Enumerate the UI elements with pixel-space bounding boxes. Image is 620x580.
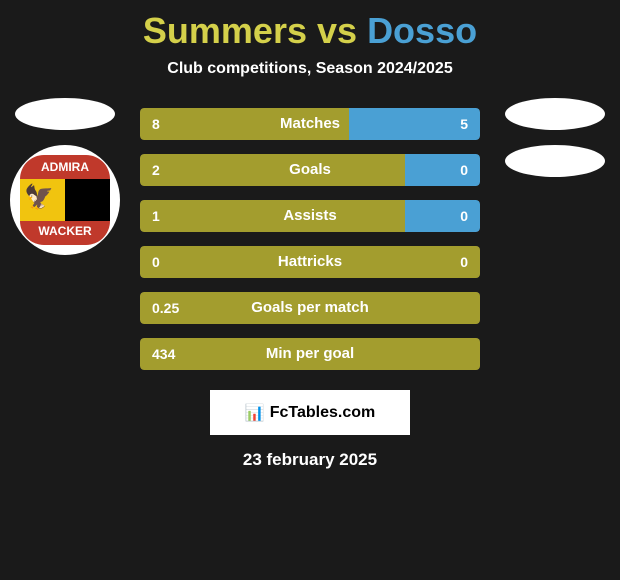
bar-label: Goals	[140, 154, 480, 186]
bar-value-left: 0	[152, 246, 160, 278]
bar-value-left: 434	[152, 338, 175, 370]
vs-text: vs	[317, 10, 357, 51]
brand-logo: 📊 FcTables.com	[210, 390, 410, 435]
bar-label: Assists	[140, 200, 480, 232]
left-column: ADMIRA 🦅 WACKER	[10, 98, 120, 255]
bar-value-right: 0	[460, 200, 468, 232]
bar-value-left: 0.25	[152, 292, 179, 324]
stat-bars: Matches85Goals20Assists10Hattricks00Goal…	[140, 108, 480, 370]
logo-top-text: ADMIRA	[20, 155, 110, 179]
bar-label: Min per goal	[140, 338, 480, 370]
stat-bar-row: Min per goal434	[140, 338, 480, 370]
player2-badge-bottom	[505, 145, 605, 177]
player1-name: Summers	[143, 10, 307, 51]
footer-date: 23 february 2025	[0, 450, 620, 470]
stat-bar-row: Matches8 5	[140, 108, 480, 140]
logo-mid: 🦅	[20, 179, 110, 221]
comparison-title: Summers vs Dosso	[0, 0, 620, 52]
logo-bottom-text: WACKER	[20, 221, 110, 245]
player2-name: Dosso	[367, 10, 477, 51]
bar-value-left: 2	[152, 154, 160, 186]
bar-label: Matches	[140, 108, 480, 140]
stat-bar-row: Goals per match0.25	[140, 292, 480, 324]
bar-value-right: 0	[460, 154, 468, 186]
player1-club-logo: ADMIRA 🦅 WACKER	[10, 145, 120, 255]
player2-badge-top	[505, 98, 605, 130]
right-column	[500, 98, 610, 192]
brand-text: FcTables.com	[270, 404, 376, 422]
stat-bar-row: Hattricks0 0	[140, 246, 480, 278]
bar-value-right: 5	[460, 108, 468, 140]
bar-value-right: 0	[460, 246, 468, 278]
bar-value-left: 1	[152, 200, 160, 232]
stat-bar-row: Assists1 0	[140, 200, 480, 232]
bar-label: Goals per match	[140, 292, 480, 324]
griffin-icon: 🦅	[24, 183, 54, 212]
content-area: ADMIRA 🦅 WACKER Matches85Goals20Assists1…	[0, 108, 620, 370]
player1-badge-top	[15, 98, 115, 130]
bar-value-left: 8	[152, 108, 160, 140]
stat-bar-row: Goals2 0	[140, 154, 480, 186]
subtitle: Club competitions, Season 2024/2025	[0, 60, 620, 78]
brand-icon: 📊	[245, 403, 265, 423]
bar-label: Hattricks	[140, 246, 480, 278]
